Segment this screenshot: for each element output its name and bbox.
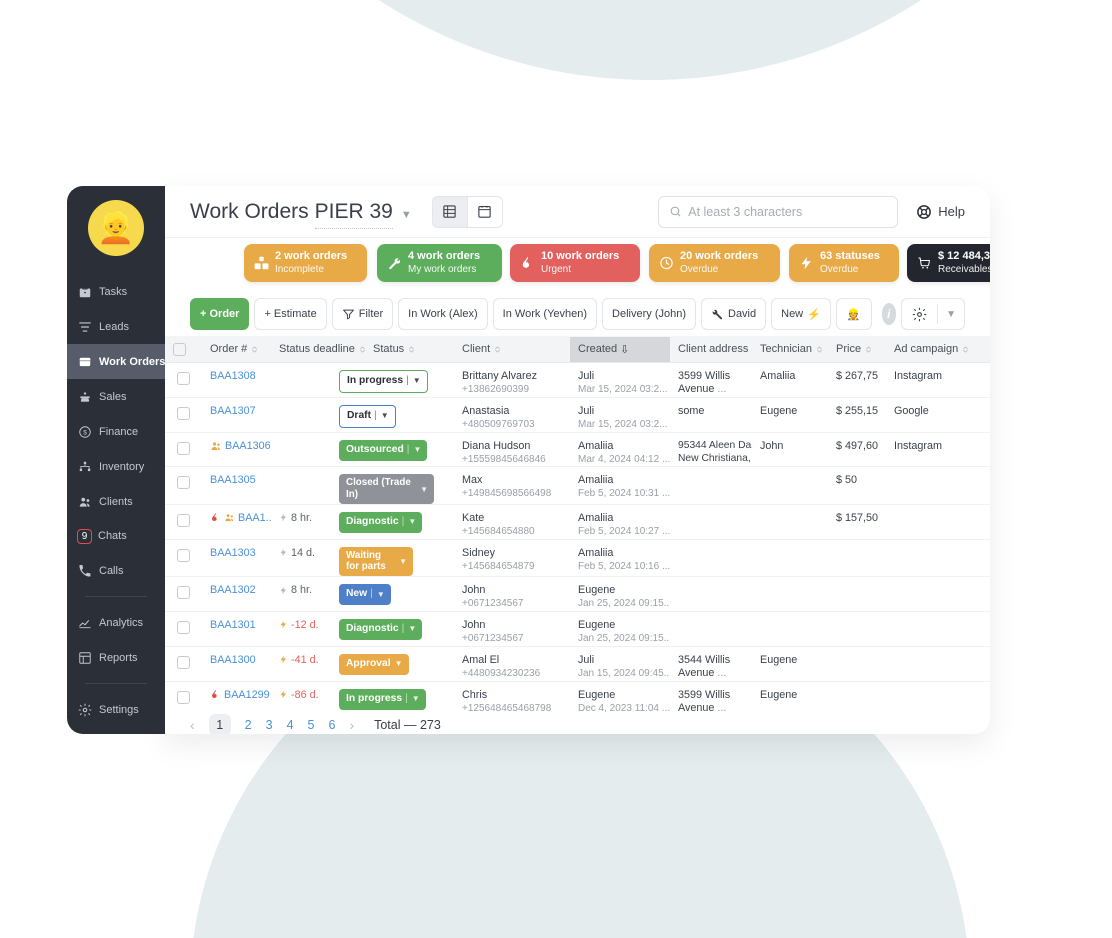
svg-text:$: $	[83, 429, 87, 436]
